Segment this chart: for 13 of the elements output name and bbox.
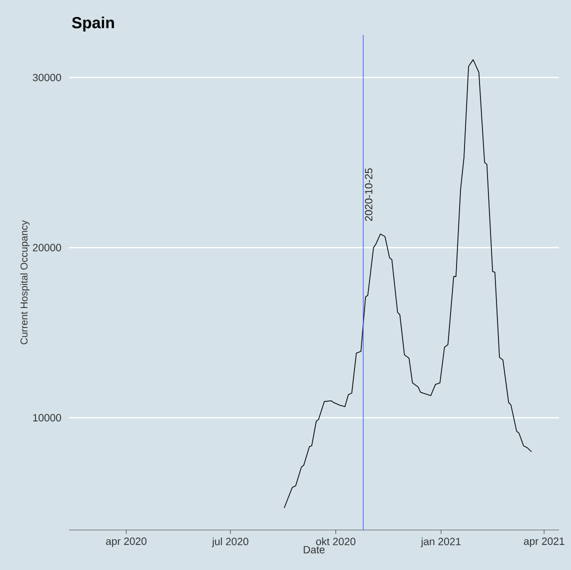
y-tick-label: 10000: [33, 414, 62, 422]
chart-title: Spain: [72, 16, 114, 32]
x-tick-label: apr 2020: [106, 538, 146, 547]
x-tick-label: apr 2021: [524, 538, 564, 547]
x-tick-label: okt 2020: [316, 538, 356, 546]
y-axis-title: Current Hospital Occupancy: [20, 220, 30, 344]
x-axis-title: Date: [304, 546, 325, 554]
y-tick-label: 30000: [32, 74, 62, 82]
line-series: [284, 59, 532, 508]
y-tick-label: 20000: [32, 244, 62, 252]
ref-line-label: 2020-10-25: [364, 168, 372, 221]
x-tick-label: jul 2020: [212, 538, 248, 548]
x-tick-label: jan 2021: [420, 538, 461, 548]
